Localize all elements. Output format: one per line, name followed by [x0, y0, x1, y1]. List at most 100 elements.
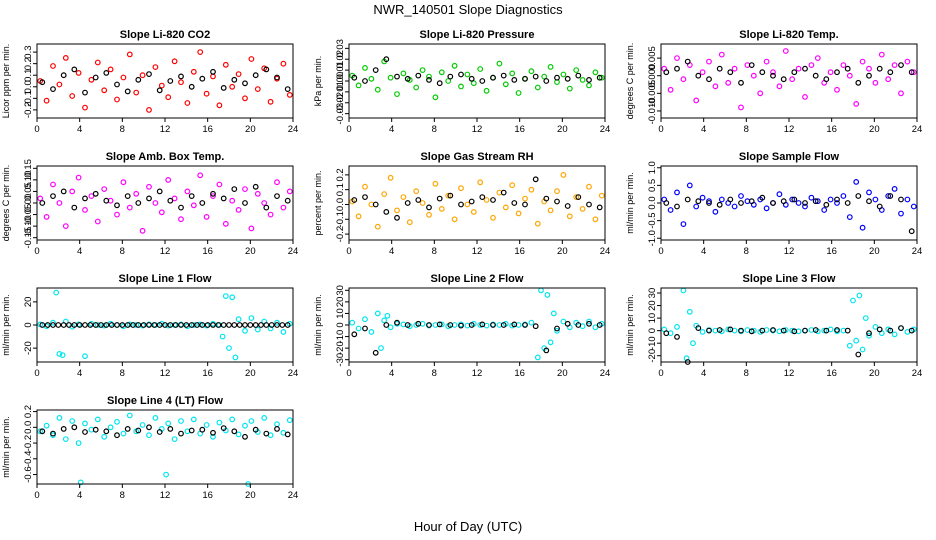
hourly-point: [436, 80, 443, 87]
hourly-point: [500, 72, 507, 79]
hourly-point: [108, 322, 115, 328]
hourly-point: [87, 322, 94, 328]
data-point: [88, 76, 95, 83]
data-point: [674, 324, 680, 330]
data-point: [853, 337, 860, 344]
data-point: [37, 428, 44, 435]
data-point: [152, 200, 159, 206]
hourly-point: [210, 429, 216, 436]
data-point: [62, 55, 69, 61]
x-tick-label: 4: [77, 246, 82, 257]
data-point: [573, 194, 580, 201]
hourly-point: [362, 194, 368, 201]
figure-title: NWR_140501 Slope Diagnostics: [373, 2, 563, 17]
panel-5: Slope Gas Stream RH0 4 8 12 16 20 24-0.2-0.10.…: [313, 151, 610, 257]
hourly-point: [178, 322, 184, 328]
data-point: [686, 182, 693, 189]
hourly-point: [82, 195, 88, 202]
data-point: [378, 345, 384, 352]
data-point: [731, 203, 738, 210]
x-tick-label: 20: [869, 368, 880, 379]
panel-title: Slope Line 2 Flow: [431, 273, 524, 285]
hourly-point: [284, 197, 291, 204]
hourly-point: [220, 84, 227, 91]
data-point: [579, 76, 586, 83]
hourly-point: [663, 69, 670, 76]
hourly-point: [71, 322, 78, 328]
hourly-point: [199, 426, 206, 433]
x-tick-label: 20: [557, 368, 568, 379]
data-point: [216, 419, 223, 426]
hourly-point: [194, 322, 200, 328]
data-point: [158, 209, 165, 216]
panel-title: Slope Line 1 Flow: [119, 273, 212, 285]
x-tick-label: 20: [869, 246, 880, 257]
data-point: [464, 201, 471, 208]
x-tick-label: 12: [160, 124, 171, 135]
data-point: [904, 196, 911, 203]
hourly-point: [351, 331, 358, 338]
data-point: [776, 83, 783, 90]
data-point: [133, 190, 140, 197]
data-point: [464, 71, 471, 78]
data-point: [541, 73, 548, 80]
data-point: [355, 325, 362, 332]
y-tick-label: 0: [335, 322, 346, 327]
data-point: [814, 55, 821, 61]
hourly-point: [252, 183, 259, 190]
hourly-point: [674, 334, 680, 340]
hourly-point: [759, 327, 766, 334]
y-axis-label: degrees C per min.: [1, 165, 11, 242]
data-point: [210, 73, 216, 80]
hourly-point: [447, 322, 454, 328]
y-tick-label: 10: [647, 313, 658, 324]
data-point: [274, 319, 280, 326]
y-tick-label: -0.1: [23, 90, 34, 106]
hourly-point: [908, 327, 915, 334]
x-tick-label: 0: [658, 246, 663, 257]
data-point: [280, 60, 287, 67]
hourly-point: [39, 322, 46, 328]
data-point: [43, 97, 50, 104]
data-point: [114, 96, 120, 103]
hourly-point: [210, 190, 216, 197]
hourly-point: [103, 197, 110, 204]
plot-frame: [660, 43, 918, 119]
hourly-point: [220, 425, 227, 432]
data-point: [693, 97, 700, 104]
hourly-point: [204, 322, 211, 328]
hourly-point: [220, 195, 227, 202]
hourly-point: [684, 196, 691, 203]
x-tick-label: 8: [120, 490, 125, 501]
data-point: [821, 327, 828, 334]
y-tick-label: 0.01: [335, 61, 346, 80]
x-tick-label: 16: [202, 368, 213, 379]
data-point: [872, 324, 879, 330]
data-point: [686, 308, 693, 315]
hourly-point: [426, 204, 432, 211]
data-point: [133, 89, 140, 96]
y-tick-label: -0.15: [23, 227, 34, 249]
data-point: [834, 86, 840, 93]
hourly-point: [844, 200, 851, 206]
hourly-point: [447, 73, 454, 80]
data-point: [438, 69, 445, 76]
x-tick-label: 4: [77, 124, 82, 135]
hourly-point: [372, 201, 379, 208]
hourly-point: [532, 73, 539, 80]
hourly-point: [135, 427, 142, 434]
data-point: [891, 185, 898, 192]
data-point: [432, 94, 439, 101]
data-point: [274, 179, 280, 186]
data-point: [859, 346, 866, 353]
data-point: [197, 49, 204, 55]
hourly-point: [511, 200, 518, 206]
data-point: [261, 200, 268, 206]
data-point: [592, 216, 599, 223]
x-tick-label: 24: [600, 368, 611, 379]
y-tick-label: -10: [335, 330, 346, 344]
hourly-point: [39, 79, 46, 86]
hourly-point: [855, 79, 862, 86]
